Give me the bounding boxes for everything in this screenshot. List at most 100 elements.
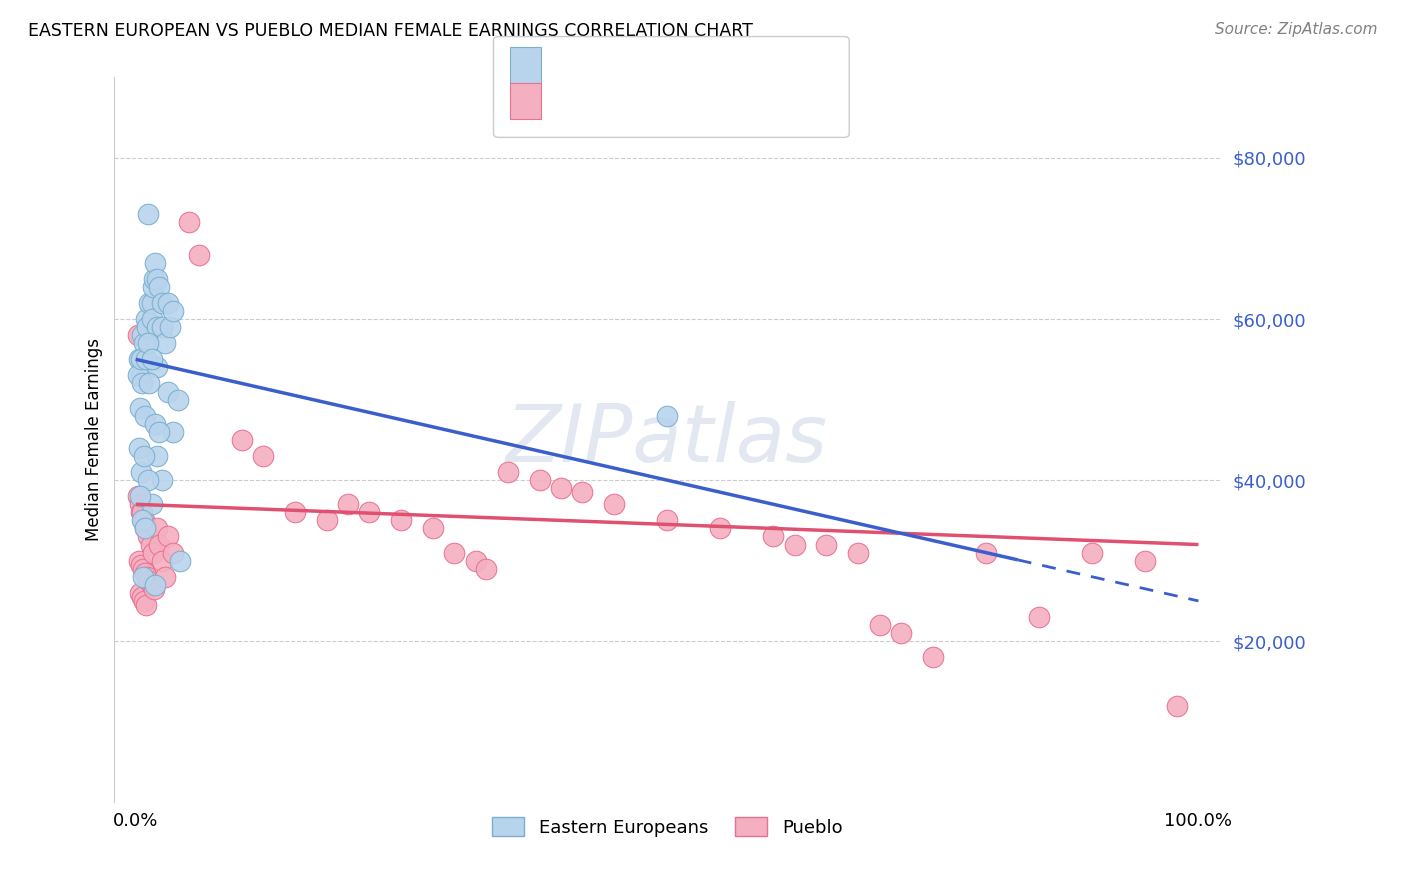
Point bbox=[131, 328, 153, 343]
Point bbox=[869, 618, 891, 632]
Point bbox=[159, 320, 181, 334]
Point bbox=[128, 554, 150, 568]
Point bbox=[231, 433, 253, 447]
Point bbox=[132, 570, 155, 584]
Point bbox=[131, 590, 153, 604]
Point bbox=[169, 554, 191, 568]
Point bbox=[146, 320, 169, 334]
Point bbox=[150, 320, 173, 334]
Point bbox=[138, 376, 160, 391]
Point bbox=[921, 650, 943, 665]
Point bbox=[127, 368, 149, 383]
Point bbox=[156, 529, 179, 543]
Point bbox=[337, 497, 360, 511]
Point bbox=[141, 312, 163, 326]
Point bbox=[142, 582, 165, 596]
Point bbox=[1028, 610, 1050, 624]
Point bbox=[709, 521, 731, 535]
Point bbox=[890, 626, 912, 640]
Point bbox=[846, 546, 869, 560]
Point bbox=[815, 537, 838, 551]
Point bbox=[134, 449, 156, 463]
Point bbox=[143, 255, 166, 269]
Point bbox=[496, 465, 519, 479]
Point bbox=[134, 594, 156, 608]
Point bbox=[359, 505, 381, 519]
Point bbox=[134, 513, 156, 527]
Point bbox=[529, 473, 551, 487]
Point bbox=[284, 505, 307, 519]
Point bbox=[156, 384, 179, 399]
Point bbox=[134, 566, 156, 580]
Point bbox=[141, 578, 163, 592]
Point bbox=[129, 489, 152, 503]
Point bbox=[162, 304, 184, 318]
Point bbox=[131, 376, 153, 391]
Point bbox=[129, 401, 152, 415]
Point bbox=[135, 521, 157, 535]
Text: N =: N = bbox=[692, 92, 744, 110]
Point bbox=[148, 537, 170, 551]
Point bbox=[129, 558, 152, 572]
Text: Source: ZipAtlas.com: Source: ZipAtlas.com bbox=[1215, 22, 1378, 37]
Point bbox=[129, 497, 152, 511]
Point bbox=[129, 352, 152, 367]
Text: ZIPatlas: ZIPatlas bbox=[506, 401, 828, 479]
Point bbox=[146, 360, 169, 375]
Legend: Eastern Europeans, Pueblo: Eastern Europeans, Pueblo bbox=[484, 810, 849, 844]
Text: EASTERN EUROPEAN VS PUEBLO MEDIAN FEMALE EARNINGS CORRELATION CHART: EASTERN EUROPEAN VS PUEBLO MEDIAN FEMALE… bbox=[28, 22, 754, 40]
Point bbox=[143, 417, 166, 431]
Text: R =: R = bbox=[558, 56, 598, 74]
Point bbox=[177, 215, 200, 229]
Point bbox=[129, 586, 152, 600]
Point bbox=[138, 574, 160, 588]
Point bbox=[142, 272, 165, 286]
Point bbox=[1166, 698, 1188, 713]
Point bbox=[138, 207, 160, 221]
Point bbox=[139, 537, 162, 551]
Point bbox=[252, 449, 274, 463]
Point bbox=[150, 554, 173, 568]
Point bbox=[134, 336, 156, 351]
Point bbox=[129, 368, 152, 383]
Point bbox=[135, 312, 157, 326]
Point bbox=[129, 465, 152, 479]
Point bbox=[141, 352, 163, 367]
Point bbox=[783, 537, 806, 551]
Point bbox=[762, 529, 785, 543]
Point bbox=[389, 513, 412, 527]
Point bbox=[464, 554, 486, 568]
Point bbox=[655, 513, 678, 527]
Point bbox=[162, 425, 184, 439]
Point bbox=[162, 546, 184, 560]
Point bbox=[550, 481, 572, 495]
Point bbox=[1135, 554, 1157, 568]
Point bbox=[141, 497, 163, 511]
Point bbox=[316, 513, 339, 527]
Point bbox=[138, 529, 160, 543]
Point bbox=[156, 296, 179, 310]
Point bbox=[571, 485, 593, 500]
Text: R =: R = bbox=[558, 92, 598, 110]
Point bbox=[150, 473, 173, 487]
Point bbox=[188, 247, 211, 261]
Point bbox=[155, 336, 177, 351]
Point bbox=[132, 562, 155, 576]
Point bbox=[974, 546, 997, 560]
Point bbox=[128, 441, 150, 455]
Text: -0.258: -0.258 bbox=[605, 92, 669, 110]
Point bbox=[146, 449, 169, 463]
Text: 51: 51 bbox=[752, 56, 778, 74]
Point bbox=[150, 296, 173, 310]
Point bbox=[132, 513, 155, 527]
Point bbox=[422, 521, 444, 535]
Point bbox=[142, 280, 165, 294]
Point bbox=[143, 578, 166, 592]
Point bbox=[167, 392, 190, 407]
Point bbox=[148, 280, 170, 294]
Point bbox=[138, 296, 160, 310]
Text: -0.275: -0.275 bbox=[605, 56, 669, 74]
Text: N =: N = bbox=[692, 56, 744, 74]
Point bbox=[475, 562, 498, 576]
Point bbox=[603, 497, 626, 511]
